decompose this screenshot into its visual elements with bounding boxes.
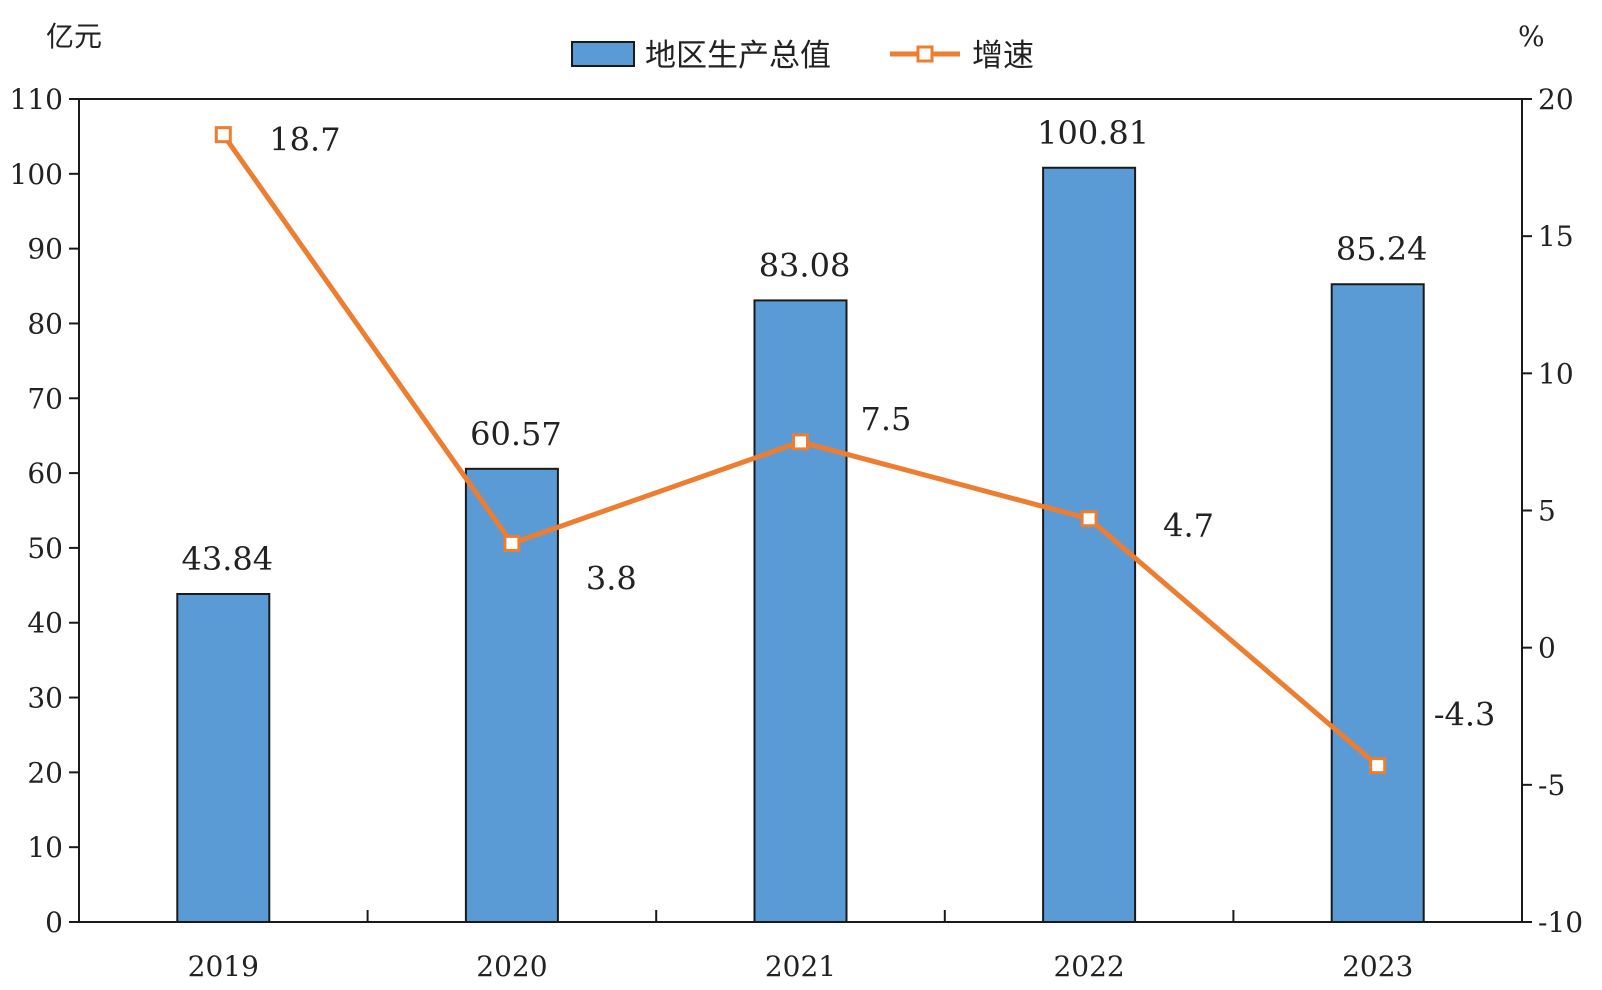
legend-line-label: 增速 [972, 38, 1034, 74]
growth-value-label: 3.8 [586, 559, 637, 597]
left-axis-tick-label: 70 [27, 382, 63, 415]
left-axis-tick-label: 60 [27, 457, 63, 490]
right-axis-tick-label: 10 [1538, 357, 1574, 390]
right-axis-tick-label: -10 [1538, 906, 1583, 939]
right-axis-unit-label: % [1518, 20, 1545, 53]
growth-point [503, 534, 521, 552]
gdp-bar [753, 299, 848, 924]
x-axis-tick-label: 2021 [765, 950, 836, 983]
left-axis-tick-label: 0 [45, 906, 63, 939]
growth-point [214, 126, 232, 144]
left-axis-tick-label: 90 [27, 233, 63, 266]
legend-bar-label: 地区生产总值 [645, 38, 831, 74]
right-axis-tick-label: 20 [1538, 83, 1574, 116]
left-axis-tick-label: 100 [10, 158, 63, 191]
left-axis-tick-label: 50 [27, 532, 63, 565]
right-axis-tick-label: 5 [1538, 495, 1556, 528]
left-axis-tick-label: 80 [27, 307, 63, 340]
left-axis-tick-label: 40 [27, 607, 63, 640]
right-axis-tick-label: 0 [1538, 632, 1556, 665]
x-axis-tick-label: 2023 [1342, 950, 1413, 983]
axes: 0102030405060708090100110-10-50510152020… [10, 83, 1584, 983]
legend-line-marker [916, 45, 934, 63]
gdp-bar-value-label: 43.84 [181, 540, 273, 578]
bars [176, 166, 1425, 924]
growth-point [1080, 510, 1098, 528]
growth-value-label: 18.7 [269, 121, 340, 159]
growth-point [1369, 757, 1387, 775]
x-axis-tick-label: 2022 [1053, 950, 1124, 983]
left-axis-tick-label: 10 [27, 831, 63, 864]
legend: 地区生产总值 增速 [571, 38, 1034, 74]
growth-value-label: 4.7 [1163, 507, 1214, 545]
left-axis-tick-label: 30 [27, 682, 63, 715]
left-axis-tick-label: 20 [27, 756, 63, 789]
data-labels: 43.84 60.57 83.08 100.81 85.24 18.7 3.8 7.5 4.7 -… [181, 114, 1495, 734]
growth-value-label: -4.3 [1434, 696, 1496, 734]
growth-point [792, 433, 809, 451]
x-axis-tick-label: 2020 [476, 950, 547, 983]
right-axis-tick-label: -5 [1538, 769, 1565, 802]
growth-line-series [214, 126, 1387, 775]
growth-value-label: 7.5 [861, 400, 912, 438]
left-axis-tick-label: 110 [10, 83, 63, 116]
right-axis-tick-label: 15 [1538, 220, 1574, 253]
gdp-bar-value-label: 100.81 [1037, 114, 1149, 152]
gdp-bar [176, 592, 271, 923]
legend-bar-swatch [571, 41, 635, 67]
x-axis-tick-label: 2019 [188, 950, 259, 983]
gdp-bar-value-label: 83.08 [759, 246, 851, 284]
gdp-bar [1042, 166, 1137, 923]
left-axis-unit-label: 亿元 [46, 20, 102, 53]
gdp-bar [1330, 283, 1425, 923]
gdp-bar-value-label: 60.57 [470, 415, 562, 453]
gdp-bar-value-label: 85.24 [1336, 230, 1428, 268]
